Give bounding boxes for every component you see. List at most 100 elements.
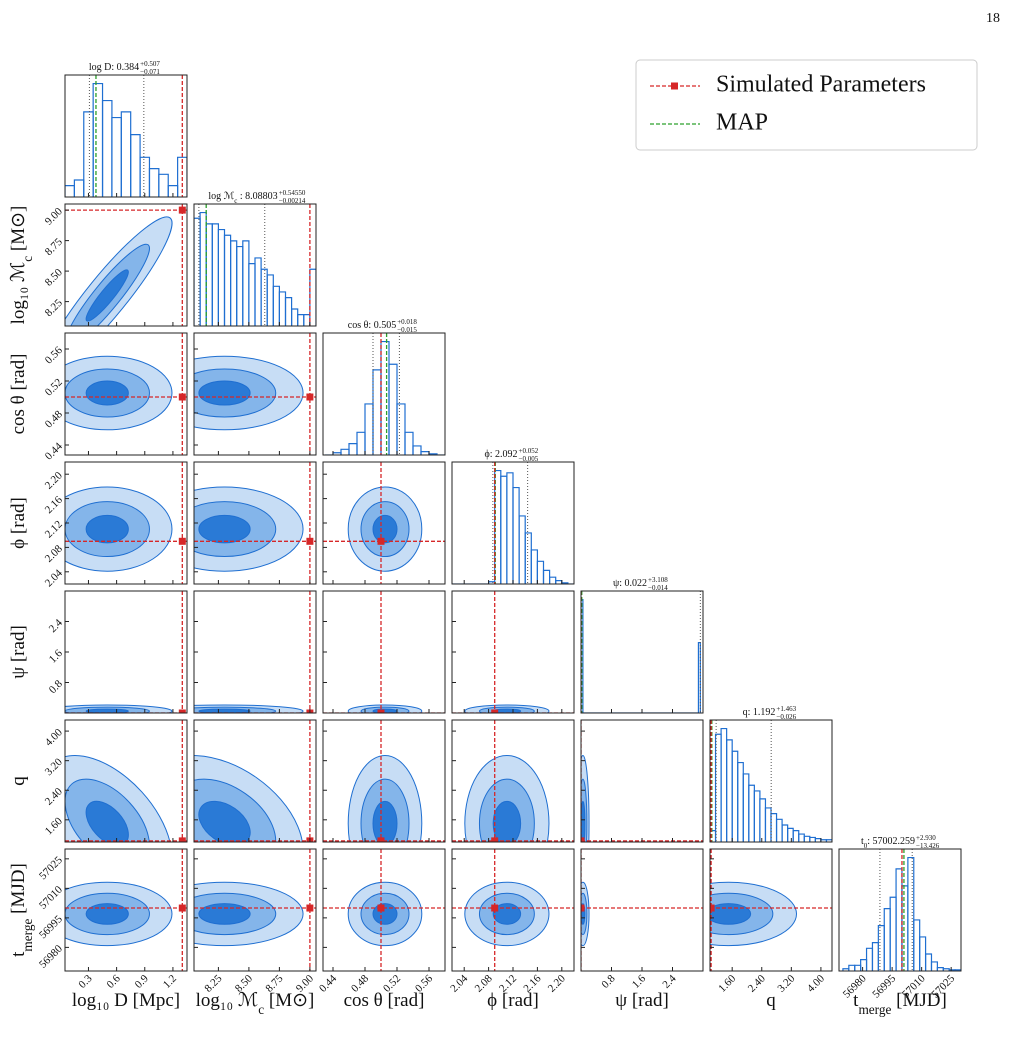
truth-marker <box>178 393 186 401</box>
contour <box>198 800 251 842</box>
hist-bin <box>753 790 761 842</box>
x-axis-label-part: ϕ <box>487 990 497 1011</box>
hist-bin <box>297 314 305 326</box>
x-axis-label: log₁₀ D [Mpc] <box>72 990 180 1011</box>
truth-marker <box>491 709 499 713</box>
hist-bin <box>139 156 151 197</box>
panel-title-part: q <box>743 707 748 718</box>
hist-bin <box>536 560 545 584</box>
hist-bin <box>148 168 160 197</box>
x-tick-label: 2.20 <box>546 972 568 994</box>
hist-bin <box>291 308 299 326</box>
hist-bin <box>211 223 219 326</box>
hist-bin <box>954 969 961 971</box>
panel-title-part: log D <box>89 62 112 73</box>
hist-bin <box>737 761 744 842</box>
x-tick-label: 4.00 <box>805 972 827 994</box>
panel-frame <box>64 848 188 972</box>
hist-bin <box>242 240 250 326</box>
x-tick-label: 2.04 <box>448 972 470 994</box>
y-tick-label: 4.00 <box>43 726 65 748</box>
panel <box>194 849 316 971</box>
y-tick-label: 56995 <box>37 913 65 941</box>
panel <box>65 591 187 713</box>
hist-bin <box>854 964 862 971</box>
panel-frame <box>451 590 575 714</box>
truth-marker <box>178 537 186 545</box>
title-minus: −0.071 <box>140 68 160 76</box>
hist-bin <box>936 966 944 971</box>
panel-title-part: : 0.022 <box>619 578 647 589</box>
title-minus: −0.026 <box>776 713 796 721</box>
panel-frame <box>64 203 188 327</box>
title-minus: −0.005 <box>519 455 539 463</box>
title-minus: −0.015 <box>397 326 417 334</box>
hist-bin <box>506 472 514 584</box>
hist-bin <box>223 234 232 326</box>
panel-title-part: : 57002.259 <box>867 836 915 847</box>
x-axis-label-part: c <box>258 1002 264 1017</box>
hist-bin <box>930 961 938 971</box>
y-axis-label-part: [rad] <box>8 497 29 539</box>
truth-marker <box>178 904 186 912</box>
panel-frame <box>64 461 188 585</box>
hist-bin <box>372 369 382 455</box>
hist-bin <box>512 486 520 584</box>
x-tick-label: 3.20 <box>775 972 797 994</box>
hist-bin <box>309 268 316 326</box>
hist-bin <box>83 111 94 197</box>
panel <box>65 462 187 584</box>
contour <box>198 708 251 713</box>
y-tick-label: 0.8 <box>47 678 66 697</box>
truth-marker <box>377 904 385 912</box>
panel-frame <box>451 719 575 843</box>
hist-bin <box>549 576 557 584</box>
contour <box>198 514 251 544</box>
legend-label: Simulated Parameters <box>716 72 926 98</box>
hist-bin <box>236 245 244 326</box>
hist-bin <box>111 116 122 197</box>
panel <box>194 720 316 842</box>
panel-title: ψ: 0.022 <box>613 578 647 589</box>
hist-bin <box>303 314 311 326</box>
hist-bin <box>73 179 85 197</box>
truth-marker <box>491 837 499 842</box>
hist-bin <box>555 579 563 584</box>
hist-bin <box>895 868 903 971</box>
panel-title-part: : 1.192 <box>748 707 776 718</box>
hist-bin <box>92 82 104 197</box>
truth-marker <box>178 709 186 713</box>
panel-frame <box>64 590 188 714</box>
panel-title-part: log ℳ <box>208 191 234 202</box>
x-tick-label: 0.6 <box>105 972 124 991</box>
title-plus: +1.463 <box>776 705 796 713</box>
y-axis-label: log₁₀ ℳc [M⊙] <box>8 206 35 325</box>
hist-bin <box>284 297 293 326</box>
y-axis-label-part: merge <box>20 918 35 951</box>
panel-title: log D: 0.384 <box>89 62 139 73</box>
panel <box>581 849 703 971</box>
panel <box>581 591 701 713</box>
hist-bin <box>340 448 350 455</box>
hist-bin <box>697 642 701 713</box>
panel-frame <box>709 848 833 972</box>
x-axis-label-part: log₁₀ ℳ <box>196 990 259 1011</box>
panel-title-part: : 0.384 <box>111 62 139 73</box>
truth-marker <box>306 904 314 912</box>
hist-bin <box>348 443 358 455</box>
hist-bin <box>764 807 772 842</box>
panel <box>323 720 445 842</box>
hist-bin <box>248 262 256 326</box>
panel-title: log ℳc : 8.08803 <box>208 191 277 205</box>
contour <box>85 514 129 544</box>
panel <box>452 591 574 713</box>
panel-title-part: : 0.505 <box>368 320 396 331</box>
y-axis-label-part: ϕ <box>8 539 29 549</box>
y-tick-label: 56980 <box>37 942 65 970</box>
hist-bin <box>130 133 141 197</box>
panel-title-part: 0 <box>864 842 868 850</box>
hist-bin <box>260 268 268 326</box>
truth-marker <box>306 537 314 545</box>
contour <box>372 903 398 925</box>
hist-bin <box>205 223 213 326</box>
